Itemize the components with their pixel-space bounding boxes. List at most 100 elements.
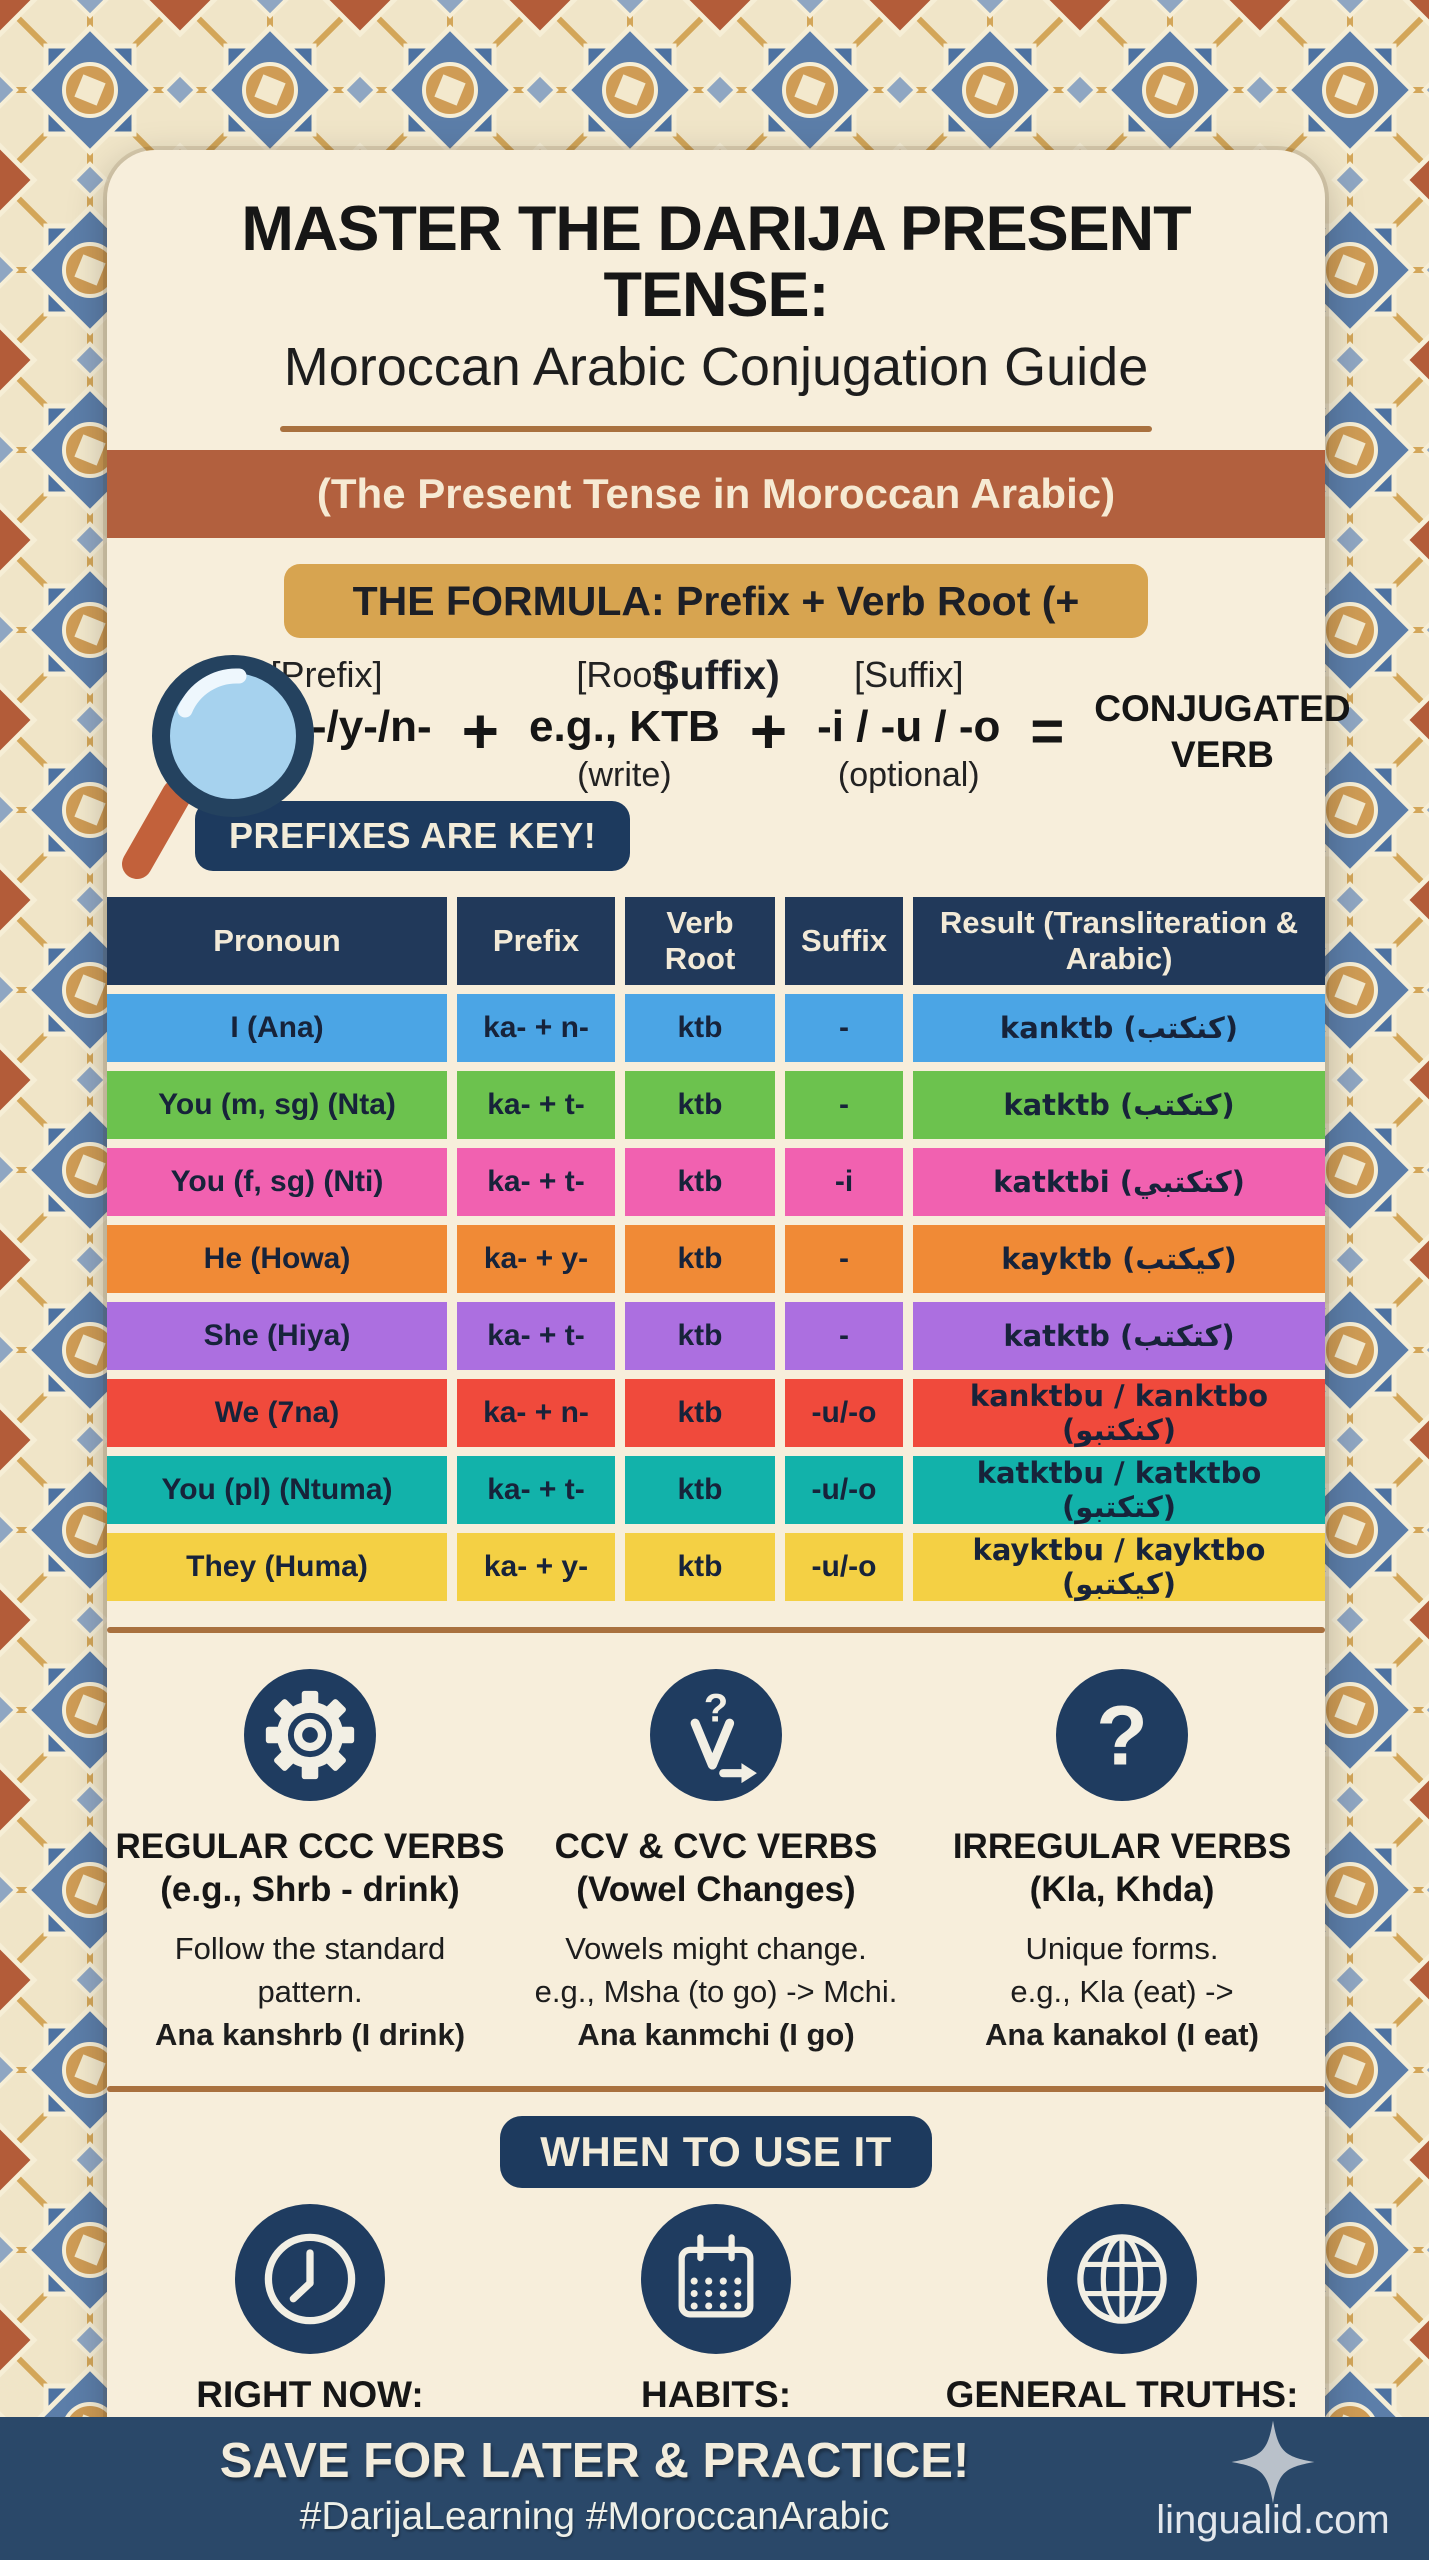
table-cell-suffix: - [785, 1224, 903, 1293]
formula-suffix-block: [Suffix] -i / -u / -o (optional) [817, 654, 1000, 795]
footer-hashtags: #DarijaLearning #MoroccanArabic [299, 2495, 890, 2538]
table-cell-result: katktb (كتكتب) [913, 1301, 1325, 1370]
column-header: Pronoun [107, 896, 447, 985]
table-cell-result: katktb (كتكتب) [913, 1070, 1325, 1139]
question-glyph: ? [704, 1686, 728, 1730]
verb-type-title-line1: CCV & CVC VERBS [554, 1826, 878, 1866]
verb-type-title-line1: REGULAR CCC VERBS [115, 1826, 505, 1866]
table-cell-suffix: -u/-o [785, 1532, 903, 1601]
root-label: [Root] [576, 653, 673, 695]
description-line: Unique forms. [1025, 1931, 1219, 1967]
section-divider [107, 1626, 1325, 1633]
formula-section: [Prefix] ka-/t-/y-/n- + [Root] e.g., KTB… [107, 654, 1351, 879]
root-note: (write) [577, 755, 672, 794]
verb-type-title-line1: IRREGULAR VERBS [952, 1826, 1292, 1866]
table-cell-prefix: ka- + t- [457, 1301, 615, 1370]
description-line: e.g., Kla (eat) -> [1010, 1973, 1234, 2009]
clock-icon [235, 2204, 385, 2355]
table-cell-result: katktbi (كتكتبي) [913, 1147, 1325, 1216]
table-cell-root: ktb [625, 993, 775, 1062]
table-cell-pronoun: We (7na) [107, 1378, 447, 1447]
table-cell-root: ktb [625, 1224, 775, 1293]
question-icon: ? [1056, 1668, 1188, 1801]
description-line: Follow the standard [174, 1931, 446, 1967]
prefixes-key-badge: PREFIXES ARE KEY! [195, 800, 631, 871]
section-divider [107, 2086, 1325, 2093]
verb-type-regular: REGULAR CCC VERBS (e.g., Shrb - drink) F… [107, 1668, 513, 2057]
table-cell-prefix: ka- + n- [457, 993, 615, 1062]
plus-sign: + [749, 694, 788, 767]
table-cell-result: katktbu / katktbo (كتكتبو) [913, 1455, 1325, 1524]
magnifier-icon [122, 654, 314, 879]
suffix-note: (optional) [837, 755, 980, 794]
footer-text-block: SAVE FOR LATER & PRACTICE! #DarijaLearni… [0, 2433, 1189, 2539]
brand-block: lingualid.com [1133, 2417, 1413, 2543]
vowel-change-icon: ? [650, 1668, 782, 1801]
table-cell-result: kanktbu / kanktbo (كنكتبو) [913, 1378, 1325, 1447]
conjugated-line2: VERB [1171, 733, 1274, 775]
table-cell-result: kayktbu / kayktbo (كيكتبو) [913, 1532, 1325, 1601]
table-cell-pronoun: You (m, sg) (Nta) [107, 1070, 447, 1139]
verb-type-title-line2: (e.g., Shrb - drink) [160, 1870, 460, 1910]
question-glyph: ? [1096, 1689, 1148, 1781]
table-cell-prefix: ka- + t- [457, 1147, 615, 1216]
table-cell-pronoun: She (Hiya) [107, 1301, 447, 1370]
page-subtitle: Moroccan Arabic Conjugation Guide [283, 337, 1149, 398]
column-header: Suffix [785, 896, 903, 985]
description-example: Ana kanakol (I eat) [985, 2016, 1259, 2052]
table-cell-suffix: -i [785, 1147, 903, 1216]
sparkle-icon [1231, 2420, 1315, 2504]
table-cell-prefix: ka- + y- [457, 1532, 615, 1601]
root-value: e.g., KTB [529, 701, 720, 751]
table-cell-root: ktb [625, 1378, 775, 1447]
table-cell-pronoun: They (Huma) [107, 1532, 447, 1601]
plus-sign: + [461, 694, 500, 767]
description-line: e.g., Msha (to go) -> Mchi. [534, 1973, 898, 2009]
globe-icon [1047, 2204, 1197, 2355]
usage-label: HABITS: [640, 2374, 792, 2416]
formula-root-block: [Root] e.g., KTB (write) [529, 654, 720, 795]
table-cell-root: ktb [625, 1070, 775, 1139]
usage-label: RIGHT NOW: [196, 2374, 424, 2416]
verb-type-title: IRREGULAR VERBS (Kla, Khda) [919, 1825, 1325, 1913]
table-cell-suffix: - [785, 1301, 903, 1370]
table-cell-root: ktb [625, 1532, 775, 1601]
formula-heading: THE FORMULA: Prefix + Verb Root (+ Suffi… [284, 563, 1148, 698]
usage-right-now: RIGHT NOW: I am writing [107, 2204, 513, 2461]
suffix-value: -i / -u / -o [817, 701, 1001, 751]
suffix-label: [Suffix] [854, 653, 964, 695]
gear-icon [244, 1668, 376, 1801]
footer: SAVE FOR LATER & PRACTICE! #DarijaLearni… [0, 2417, 1429, 2560]
description-example: Ana kanshrb (I drink) [154, 2016, 466, 2052]
verb-type-vowel-change: ? CCV & CVC VERBS (Vowel Changes) Vowels… [513, 1668, 919, 2057]
conjugated-line1: CONJUGATED [1094, 687, 1351, 729]
table-cell-prefix: ka- + t- [457, 1455, 615, 1524]
description-example: Ana kanmchi (I go) [577, 2016, 855, 2052]
verb-type-description: Vowels might change. e.g., Msha (to go) … [513, 1928, 919, 2056]
calendar-icon [641, 2204, 791, 2355]
infographic-card: MASTER THE DARIJA PRESENT TENSE: Morocca… [107, 150, 1351, 2560]
column-header: Result (Transliteration & Arabic) [913, 896, 1325, 985]
table-cell-root: ktb [625, 1455, 775, 1524]
table-cell-suffix: - [785, 1070, 903, 1139]
title-underline [280, 425, 1152, 432]
conjugated-verb-label: CONJUGATED VERB [1094, 686, 1350, 779]
when-to-use-heading: WHEN TO USE IT [500, 2116, 932, 2189]
table-cell-root: ktb [625, 1301, 775, 1370]
equals-sign: = [1030, 698, 1065, 764]
column-header: Prefix [457, 896, 615, 985]
verb-type-description: Unique forms. e.g., Kla (eat) -> Ana kan… [919, 1928, 1325, 2056]
conjugation-table: Pronoun Prefix Verb Root Suffix Result (… [107, 896, 1325, 1601]
description-line: pattern. [257, 1973, 363, 2009]
section-banner: (The Present Tense in Moroccan Arabic) [107, 449, 1325, 538]
column-header: Verb Root [625, 896, 775, 985]
table-cell-suffix: - [785, 993, 903, 1062]
table-cell-prefix: ka- + t- [457, 1070, 615, 1139]
verb-type-title-line2: (Vowel Changes) [576, 1870, 856, 1910]
table-cell-pronoun: You (pl) (Ntuma) [107, 1455, 447, 1524]
usage-label: GENERAL TRUTHS: [945, 2374, 1299, 2416]
table-cell-suffix: -u/-o [785, 1378, 903, 1447]
table-cell-result: kayktb (كيكتب) [913, 1224, 1325, 1293]
table-cell-prefix: ka- + n- [457, 1378, 615, 1447]
verb-type-description: Follow the standard pattern. Ana kanshrb… [107, 1928, 513, 2056]
